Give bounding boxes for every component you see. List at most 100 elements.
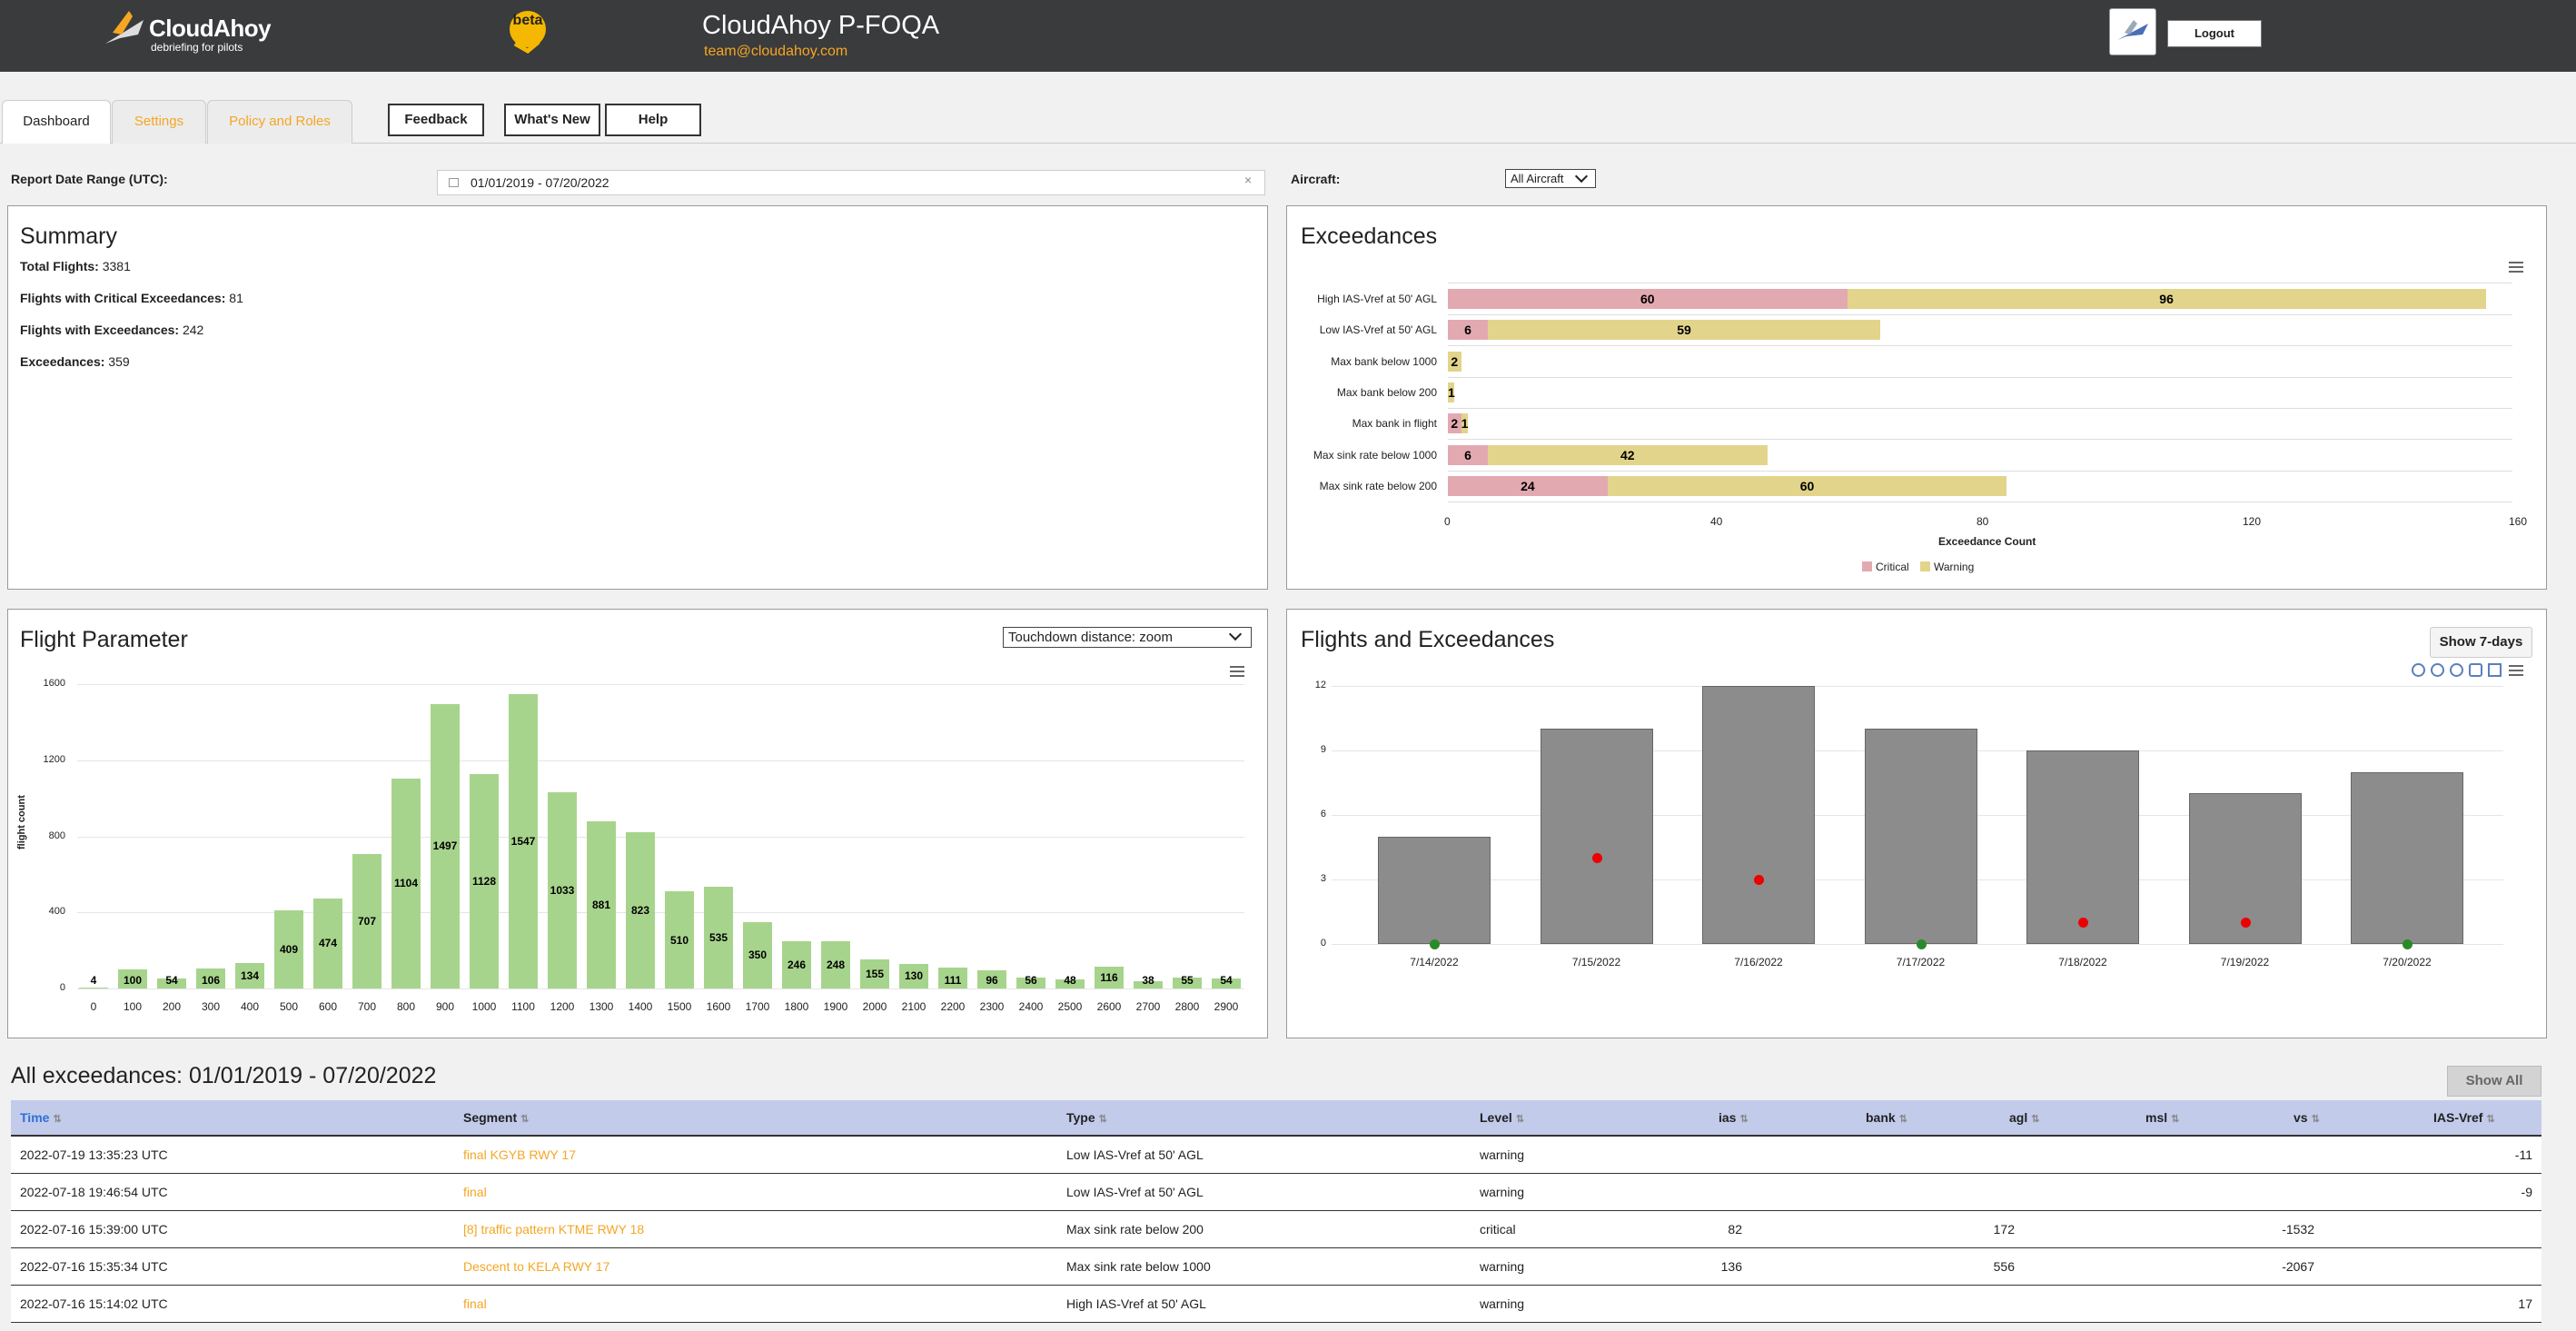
whats-new-button[interactable]: What's New <box>504 104 600 136</box>
col-vs[interactable]: vs ⇅ <box>2294 1110 2320 1125</box>
flights-exceedances-menu-icon[interactable] <box>2509 665 2523 676</box>
pan-icon[interactable] <box>2469 663 2482 677</box>
histogram-bar[interactable] <box>1055 978 1085 988</box>
table-row[interactable]: 2022-07-19 13:35:23 UTC final KGYB RWY 17… <box>11 1137 2541 1174</box>
flights-bar[interactable] <box>2026 750 2139 944</box>
exceedance-marker[interactable] <box>1430 939 1440 949</box>
warning-bar[interactable]: 2 <box>1448 351 1461 372</box>
segment-link[interactable]: [8] traffic pattern KTME RWY 18 <box>463 1222 645 1237</box>
zoom-out-icon[interactable] <box>2431 663 2444 677</box>
calendar-icon[interactable] <box>449 178 459 187</box>
warning-bar[interactable]: 96 <box>1847 289 2486 309</box>
histogram-bar[interactable] <box>938 967 967 988</box>
histogram-bar[interactable] <box>860 959 889 988</box>
col-level[interactable]: Level ⇅ <box>1480 1110 1524 1125</box>
col-agl[interactable]: agl ⇅ <box>2009 1110 2039 1125</box>
col-ias[interactable]: ias ⇅ <box>1719 1110 1749 1125</box>
warning-bar[interactable]: 60 <box>1607 475 2007 496</box>
warning-bar[interactable]: 59 <box>1487 320 1881 341</box>
histogram-bar[interactable] <box>1016 978 1045 988</box>
histogram-bar[interactable] <box>1212 978 1241 988</box>
home-icon[interactable] <box>2488 663 2502 677</box>
legend-critical[interactable]: Critical <box>1876 561 1909 573</box>
table-row[interactable]: 2022-07-16 15:39:00 UTC [8] traffic patte… <box>11 1211 2541 1248</box>
feedback-button[interactable]: Feedback <box>388 104 484 136</box>
histogram-bar[interactable] <box>1095 966 1124 988</box>
exceedance-marker[interactable] <box>1916 939 1927 949</box>
histogram-bar[interactable] <box>977 969 1006 988</box>
critical-bar[interactable]: 24 <box>1448 475 1608 496</box>
aircraft-select[interactable]: All Aircraft <box>1505 169 1596 188</box>
table-row[interactable]: 2022-07-16 15:35:34 UTC Descent to KELA R… <box>11 1248 2541 1286</box>
critical-bar[interactable]: 60 <box>1448 289 1848 309</box>
histogram-bar[interactable] <box>235 962 264 988</box>
col-type[interactable]: Type ⇅ <box>1066 1110 1107 1125</box>
magnify-icon[interactable] <box>2450 663 2463 677</box>
fly-logo-icon[interactable] <box>2109 8 2156 55</box>
col-bank[interactable]: bank ⇅ <box>1866 1110 1907 1125</box>
histogram-bar[interactable] <box>431 703 460 988</box>
histogram-bar[interactable] <box>1134 981 1163 988</box>
date-range-input[interactable]: 01/01/2019 - 07/20/2022 <box>437 170 1265 195</box>
table-row[interactable]: 2022-07-16 15:14:02 UTC final High IAS-Vre… <box>11 1286 2541 1323</box>
logout-button[interactable]: Logout <box>2167 20 2262 47</box>
histogram-bar[interactable] <box>743 921 772 988</box>
flight-parameter-menu-icon[interactable] <box>1230 666 1244 677</box>
histogram-bar[interactable] <box>704 886 733 988</box>
tab-dashboard[interactable]: Dashboard <box>2 100 111 144</box>
histogram-bar[interactable] <box>196 968 225 988</box>
histogram-bar[interactable] <box>626 831 655 988</box>
histogram-bar[interactable] <box>313 898 342 988</box>
flights-bar[interactable] <box>1864 729 1977 944</box>
exceedance-marker[interactable] <box>2403 939 2413 949</box>
histogram-bar[interactable] <box>391 778 421 988</box>
zoom-in-icon[interactable] <box>2412 663 2425 677</box>
warning-bar[interactable]: 42 <box>1487 444 1768 465</box>
legend-warning[interactable]: Warning <box>1934 561 1975 573</box>
col-ias-vref[interactable]: IAS-Vref ⇅ <box>2433 1110 2495 1125</box>
flights-bar[interactable] <box>1540 729 1653 944</box>
segment-link[interactable]: Descent to KELA RWY 17 <box>463 1259 610 1274</box>
critical-bar[interactable]: 2 <box>1448 413 1461 434</box>
histogram-bar[interactable] <box>470 773 499 988</box>
flights-bar[interactable] <box>1378 836 1491 944</box>
table-row[interactable]: 2022-07-18 19:46:54 UTC final Low IAS-Vref… <box>11 1174 2541 1211</box>
cloudahoy-logo[interactable]: CloudAhoy debriefing for pilots <box>102 5 274 56</box>
histogram-bar[interactable] <box>548 791 577 988</box>
histogram-bar[interactable] <box>821 941 850 988</box>
histogram-bar[interactable] <box>274 910 303 988</box>
histogram-bar[interactable] <box>587 820 616 988</box>
exceedance-marker[interactable] <box>1754 875 1764 885</box>
histogram-bar[interactable] <box>782 941 811 988</box>
histogram-bar[interactable] <box>509 694 538 988</box>
col-msl[interactable]: msl ⇅ <box>2145 1110 2179 1125</box>
exceedance-marker[interactable] <box>2240 918 2251 929</box>
exceedance-marker[interactable] <box>1591 853 1602 864</box>
help-button[interactable]: Help <box>605 104 701 136</box>
segment-link[interactable]: final KGYB RWY 17 <box>463 1147 576 1162</box>
col-time[interactable]: Time ⇅ <box>20 1110 62 1125</box>
clear-date-icon[interactable]: × <box>1244 173 1253 187</box>
show-all-button[interactable]: Show All <box>2447 1066 2541 1097</box>
histogram-bar[interactable] <box>899 963 928 988</box>
flights-bar[interactable] <box>2351 771 2463 944</box>
histogram-bar[interactable] <box>1173 978 1202 988</box>
flights-bar[interactable] <box>1702 686 1815 944</box>
histogram-bar[interactable] <box>118 969 147 988</box>
account-email[interactable]: team@cloudahoy.com <box>704 44 848 59</box>
show-7-days-button[interactable]: Show 7-days <box>2430 627 2532 658</box>
histogram-bar[interactable] <box>352 853 381 988</box>
histogram-bar[interactable] <box>665 891 694 988</box>
critical-bar[interactable]: 6 <box>1448 320 1488 341</box>
warning-bar[interactable]: 1 <box>1461 413 1468 434</box>
exceedance-marker[interactable] <box>2078 918 2088 929</box>
tab-settings[interactable]: Settings <box>112 100 206 144</box>
segment-link[interactable]: final <box>463 1296 487 1311</box>
parameter-select[interactable]: Touchdown distance: zoom <box>1003 627 1252 648</box>
exceedances-menu-icon[interactable] <box>2509 262 2523 273</box>
segment-link[interactable]: final <box>463 1185 487 1199</box>
histogram-bar[interactable] <box>157 978 186 988</box>
tab-policy-and-roles[interactable]: Policy and Roles <box>207 100 352 144</box>
col-segment[interactable]: Segment ⇅ <box>463 1110 529 1125</box>
warning-bar[interactable]: 1 <box>1448 382 1455 402</box>
